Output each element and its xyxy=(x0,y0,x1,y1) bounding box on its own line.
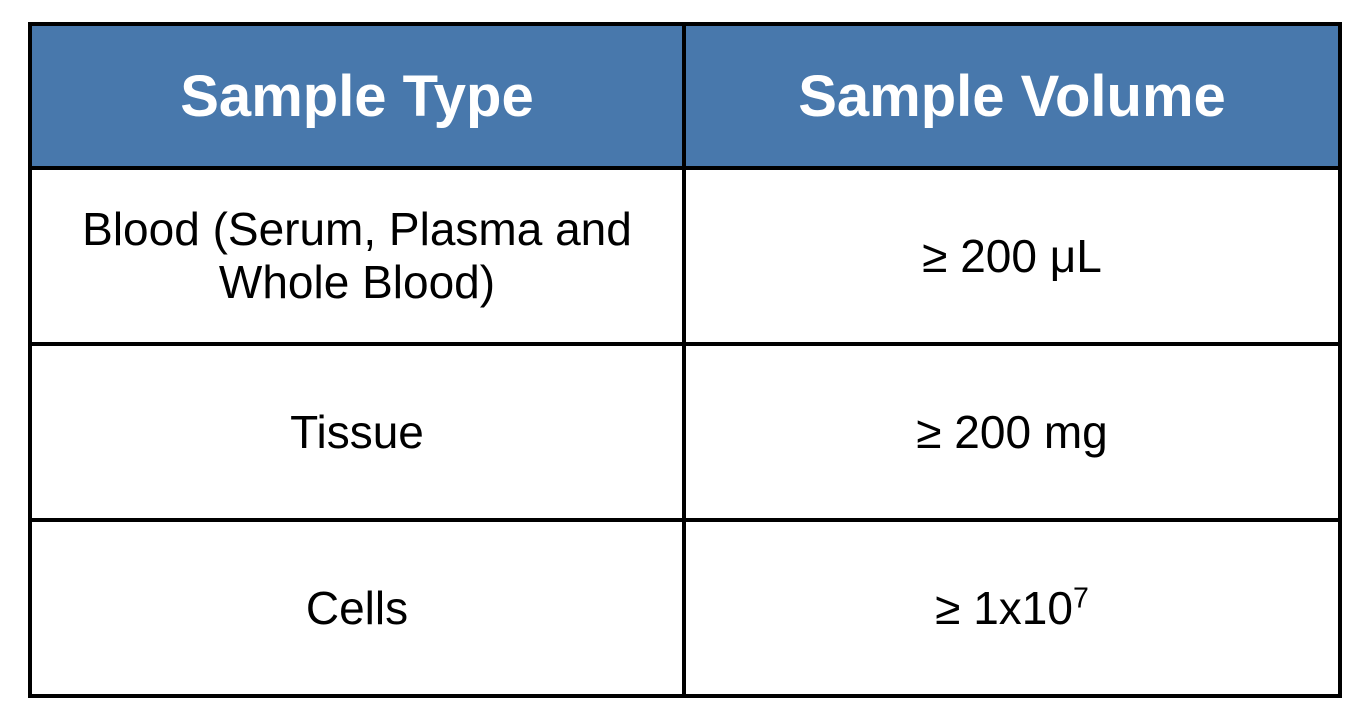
cell-sample-volume: ≥ 200 μL xyxy=(684,168,1340,344)
cell-sample-volume: ≥ 1x107 xyxy=(684,520,1340,696)
header-sample-type: Sample Type xyxy=(30,24,684,168)
table-row: Blood (Serum, Plasma and Whole Blood) ≥ … xyxy=(30,168,1340,344)
cell-sample-type: Cells xyxy=(30,520,684,696)
table-header-row: Sample Type Sample Volume xyxy=(30,24,1340,168)
table-row: Tissue ≥ 200 mg xyxy=(30,344,1340,520)
cell-sample-type: Blood (Serum, Plasma and Whole Blood) xyxy=(30,168,684,344)
cell-sample-volume: ≥ 200 mg xyxy=(684,344,1340,520)
cell-sample-type: Tissue xyxy=(30,344,684,520)
table-row: Cells ≥ 1x107 xyxy=(30,520,1340,696)
sample-requirements-table: Sample Type Sample Volume Blood (Serum, … xyxy=(28,22,1342,698)
header-sample-volume: Sample Volume xyxy=(684,24,1340,168)
